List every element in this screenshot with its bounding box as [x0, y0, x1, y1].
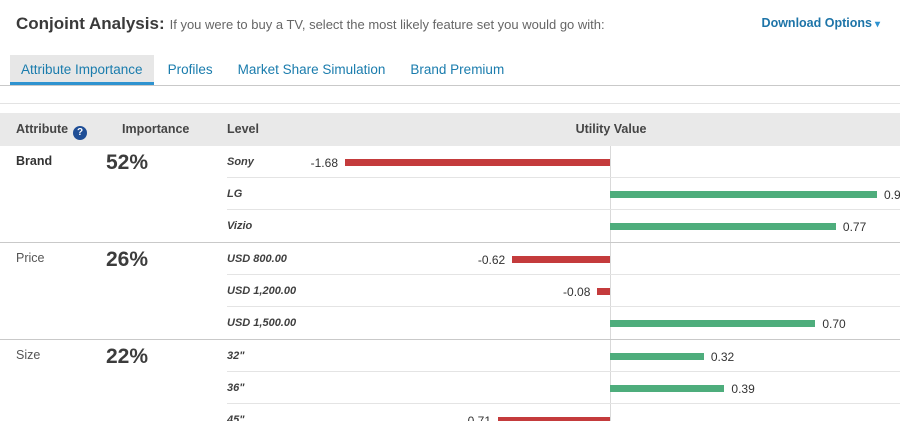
level-label: Sony	[227, 156, 254, 168]
level-row-45: 45" -0.71	[227, 404, 900, 421]
attribute-column-header: Attribute?	[16, 113, 88, 146]
tab-profiles[interactable]: Profiles	[167, 62, 213, 77]
utility-value-label: 0.91	[884, 188, 900, 202]
page-title: Conjoint Analysis:	[16, 14, 165, 33]
levels-list: 32" 0.32 36" 0.39 45" -0.71	[227, 340, 900, 421]
importance-value: 52%	[106, 151, 149, 174]
utility-bar-cell: -0.71	[310, 404, 900, 421]
levels-list: USD 800.00 -0.62 USD 1,200.00 -0.08 USD 1,50…	[227, 243, 900, 339]
utility-bar-cell: -1.68	[310, 146, 900, 177]
utility-value-label: -0.71	[463, 414, 492, 421]
level-label: LG	[227, 188, 243, 200]
level-row-usd-1-200-00: USD 1,200.00 -0.08	[227, 275, 900, 307]
utility-value-label: 0.70	[822, 317, 846, 331]
level-row-sony: Sony -1.68	[227, 146, 900, 178]
tab-brand-premium[interactable]: Brand Premium	[410, 62, 505, 77]
attribute-section-brand: Brand 52% Sony -1.68 LG 0.91 Vizio 0.77	[0, 146, 900, 242]
utility-value-label: 0.77	[842, 220, 867, 234]
importance-value: 22%	[106, 345, 149, 368]
utility-value-label: 0.39	[731, 382, 755, 396]
attribute-label: Price	[16, 251, 45, 265]
zero-axis-line	[610, 146, 611, 421]
title-block: Conjoint Analysis: If you were to buy a T…	[16, 14, 605, 35]
utility-bar-cell: 0.77	[310, 210, 900, 242]
positive-utility-bar	[610, 353, 704, 360]
level-label: USD 1,500.00	[227, 317, 297, 329]
importance-value: 26%	[106, 248, 149, 271]
level-column-header: Level	[227, 122, 259, 136]
attribute-label: Brand	[16, 154, 53, 168]
utility-bar-cell: 0.70	[310, 307, 900, 339]
positive-utility-bar	[610, 191, 877, 198]
level-label: 32"	[227, 350, 245, 362]
level-row-lg: LG 0.91	[227, 178, 900, 210]
level-row-36: 36" 0.39	[227, 372, 900, 404]
positive-utility-bar	[610, 320, 816, 327]
negative-utility-bar	[512, 256, 610, 263]
utility-bar-cell: -0.08	[310, 275, 900, 306]
utility-bar-cell: 0.39	[310, 372, 900, 403]
level-row-usd-1-500-00: USD 1,500.00 0.70	[227, 307, 900, 339]
levels-list: Sony -1.68 LG 0.91 Vizio 0.77	[227, 146, 900, 242]
help-icon[interactable]: ?	[73, 126, 88, 140]
level-label: 45"	[227, 414, 245, 421]
positive-utility-bar	[610, 223, 836, 230]
negative-utility-bar	[345, 159, 610, 166]
attribute-section-size: Size 22% 32" 0.32 36" 0.39 45" -0.71	[0, 339, 900, 421]
utility-value-label: -1.68	[310, 156, 338, 170]
importance-column-header: Importance	[122, 122, 190, 136]
utility-value-column-header: Utility Value	[575, 122, 647, 136]
negative-utility-bar	[498, 417, 610, 421]
tab-market-share-simulation[interactable]: Market Share Simulation	[237, 62, 386, 77]
table-header-row: Attribute? Importance Level Utility Valu…	[0, 113, 900, 146]
table-body: Brand 52% Sony -1.68 LG 0.91 Vizio 0.77 Price 26%…	[0, 146, 900, 421]
utility-value-label: 0.32	[710, 350, 735, 364]
utility-value-label: -0.62	[477, 253, 506, 267]
utility-bar-cell: 0.91	[310, 178, 900, 209]
negative-utility-bar	[597, 288, 610, 295]
level-label: USD 800.00	[227, 253, 287, 265]
utility-bar-cell: 0.32	[310, 340, 900, 371]
positive-utility-bar	[610, 385, 725, 392]
level-label: Vizio	[227, 220, 253, 232]
attribute-label: Size	[16, 348, 41, 362]
level-row-usd-800-00: USD 800.00 -0.62	[227, 243, 900, 275]
download-options-button[interactable]: Download Options ▾	[762, 14, 880, 30]
topbar: Conjoint Analysis: If you were to buy a T…	[0, 0, 900, 35]
attribute-section-price: Price 26% USD 800.00 -0.62 USD 1,200.00 -0.08…	[0, 242, 900, 339]
level-label: USD 1,200.00	[227, 285, 297, 297]
tabs: Attribute Importance Profiles Market Share…	[0, 55, 900, 86]
download-options-label: Download Options	[761, 16, 872, 30]
level-row-vizio: Vizio 0.77	[227, 210, 900, 242]
level-label: 36"	[227, 382, 245, 394]
tab-attribute-importance[interactable]: Attribute Importance	[10, 55, 154, 85]
page-subtitle: If you were to buy a TV, select the most…	[169, 17, 605, 32]
utility-value-label: -0.08	[563, 285, 591, 299]
level-row-32: 32" 0.32	[227, 340, 900, 372]
table-top-divider	[0, 103, 900, 104]
utility-bar-cell: -0.62	[310, 243, 900, 274]
caret-down-icon: ▾	[874, 19, 880, 30]
